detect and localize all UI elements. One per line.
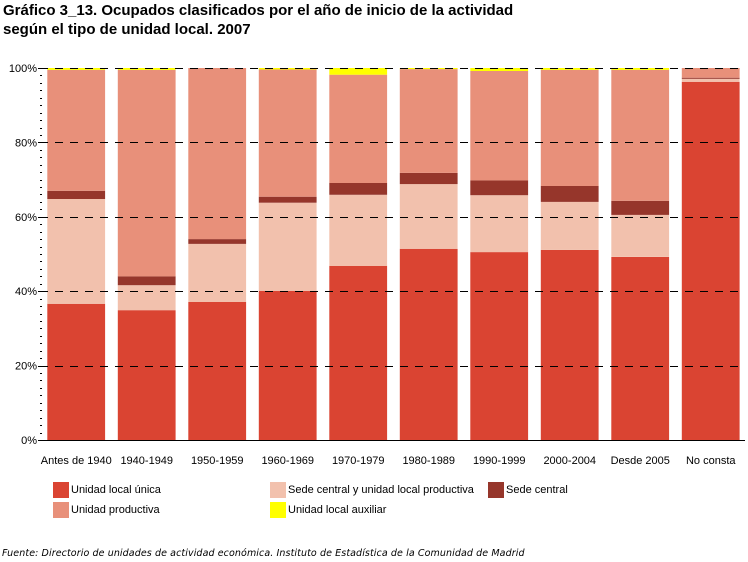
bar-segment-1980-1989-unidad-local-auxiliar xyxy=(399,68,458,70)
legend-label: Unidad local auxiliar xyxy=(288,504,387,516)
bar-segment-no-consta-unidad-local-unica xyxy=(681,81,740,441)
legend-swatch xyxy=(488,482,504,498)
bar-segment-no-consta-sede-central-y-unidad-local-productiva xyxy=(681,78,740,82)
bar-segment-antes-de-1940-sede-central-y-unidad-local-productiva xyxy=(47,198,106,304)
bar-segment-desde-2005-sede-central-y-unidad-local-productiva xyxy=(611,214,670,257)
bar-segment-1970-1979-sede-central-y-unidad-local-productiva xyxy=(329,194,388,266)
bar-segment-1960-1969-unidad-local-unica xyxy=(258,290,317,440)
chart-title-line-2: según el tipo de unidad local. 2007 xyxy=(3,21,251,38)
bar-segment-antes-de-1940-unidad-local-unica xyxy=(47,303,106,440)
legend-label: Sede central xyxy=(506,484,568,496)
x-tick-label: Antes de 1940 xyxy=(41,455,112,467)
bar-segment-2000-2004-unidad-productiva xyxy=(540,69,599,186)
x-tick-label: Desde 2005 xyxy=(611,455,670,467)
legend-label: Unidad productiva xyxy=(71,504,160,516)
x-tick-label: 1980-1989 xyxy=(402,455,455,467)
legend-swatch xyxy=(270,482,286,498)
bar-segment-1970-1979-sede-central xyxy=(329,182,388,195)
legend-item-unidad-local-unica: Unidad local única xyxy=(53,482,161,498)
bar-segment-1990-1999-unidad-productiva xyxy=(470,71,529,181)
bar-segment-1940-1949-unidad-local-unica xyxy=(117,310,176,440)
bar-segment-desde-2005-unidad-local-unica xyxy=(611,257,670,440)
y-tick-label: 60% xyxy=(15,212,37,224)
bar-segment-1960-1969-unidad-productiva xyxy=(258,69,317,197)
y-tick-label: 100% xyxy=(9,63,37,75)
axes-group xyxy=(38,68,745,441)
bar-segment-desde-2005-unidad-productiva xyxy=(611,69,670,201)
bar-segment-1950-1959-unidad-local-unica xyxy=(188,302,247,440)
legend-swatch xyxy=(270,502,286,518)
legend-item-unidad-local-auxiliar: Unidad local auxiliar xyxy=(270,502,386,518)
y-tick-labels-group: 0% 20% 40% 60% 80% 100% xyxy=(9,63,37,447)
bar-segment-antes-de-1940-unidad-productiva xyxy=(47,69,106,191)
bar-segment-1980-1989-unidad-local-unica xyxy=(399,248,458,440)
bar-segment-1950-1959-unidad-productiva xyxy=(188,68,247,240)
bar-segment-1970-1979-unidad-productiva xyxy=(329,74,388,183)
bar-segment-2000-2004-unidad-local-unica xyxy=(540,249,599,440)
x-tick-label: 1970-1979 xyxy=(332,455,385,467)
y-tick-label: 0% xyxy=(21,435,37,447)
legend-swatch xyxy=(53,502,69,518)
legend-item-unidad-productiva: Unidad productiva xyxy=(53,502,160,518)
bars-group xyxy=(47,68,740,441)
gridlines-group xyxy=(40,68,745,367)
bar-segment-1940-1949-sede-central xyxy=(117,276,176,286)
bar-segment-1970-1979-unidad-local-auxiliar xyxy=(329,68,388,75)
x-tick-label: 1940-1949 xyxy=(120,455,173,467)
bar-segment-1990-1999-unidad-local-unica xyxy=(470,252,529,440)
chart-title-line-1: Gráfico 3_13. Ocupados clasificados por … xyxy=(3,2,514,19)
legend-label: Unidad local única xyxy=(71,484,161,496)
bar-segment-1960-1969-sede-central-y-unidad-local-productiva xyxy=(258,202,317,291)
legend-swatch xyxy=(53,482,69,498)
x-tick-labels-group: Antes de 1940 1940-1949 1950-1959 1960-1969… xyxy=(41,455,737,467)
bar-segment-1950-1959-sede-central-y-unidad-local-productiva xyxy=(188,244,247,302)
bar-segment-1940-1949-unidad-productiva xyxy=(117,69,176,277)
chart-title: Gráfico 3_13. Ocupados clasificados por … xyxy=(3,1,513,39)
bar-segment-1990-1999-sede-central-y-unidad-local-productiva xyxy=(470,195,529,253)
x-tick-label: 1960-1969 xyxy=(261,455,314,467)
bar-segment-1980-1989-sede-central-y-unidad-local-productiva xyxy=(399,184,458,249)
bar-segment-1960-1969-sede-central xyxy=(258,196,317,203)
x-tick-label: 2000-2004 xyxy=(543,455,596,467)
bar-segment-1950-1959-sede-central xyxy=(188,239,247,244)
source-note: Fuente: Directorio de unidades de activi… xyxy=(2,548,525,559)
bar-segment-1970-1979-unidad-local-unica xyxy=(329,265,388,440)
bar-segment-1980-1989-unidad-productiva xyxy=(399,69,458,173)
x-tick-label: No consta xyxy=(686,455,736,467)
y-tick-label: 80% xyxy=(15,137,37,149)
bar-segment-1940-1949-sede-central-y-unidad-local-productiva xyxy=(117,285,176,311)
bar-segment-1990-1999-unidad-local-auxiliar xyxy=(470,68,529,71)
bar-segment-desde-2005-sede-central xyxy=(611,200,670,215)
bar-segment-2000-2004-sede-central xyxy=(540,185,599,202)
x-tick-label: 1950-1959 xyxy=(191,455,244,467)
y-tick-label: 20% xyxy=(15,361,37,373)
bar-segment-antes-de-1940-sede-central xyxy=(47,190,106,199)
bar-segment-2000-2004-sede-central-y-unidad-local-productiva xyxy=(540,201,599,250)
bar-segment-1990-1999-sede-central xyxy=(470,180,529,196)
y-tick-label: 40% xyxy=(15,286,37,298)
legend-label: Sede central y unidad local productiva xyxy=(288,484,474,496)
bar-segment-1980-1989-sede-central xyxy=(399,172,458,185)
bar-segment-no-consta-sede-central xyxy=(681,77,740,79)
bar-segment-no-consta-unidad-productiva xyxy=(681,68,740,78)
legend-item-sede-central: Sede central xyxy=(488,482,568,498)
legend-item-sede-central-y-unidad-local-productiva: Sede central y unidad local productiva xyxy=(270,482,474,498)
x-tick-label: 1990-1999 xyxy=(473,455,526,467)
stacked-bar-chart: Antes de 1940 1940-1949 1950-1959 1960-1969… xyxy=(9,63,745,467)
